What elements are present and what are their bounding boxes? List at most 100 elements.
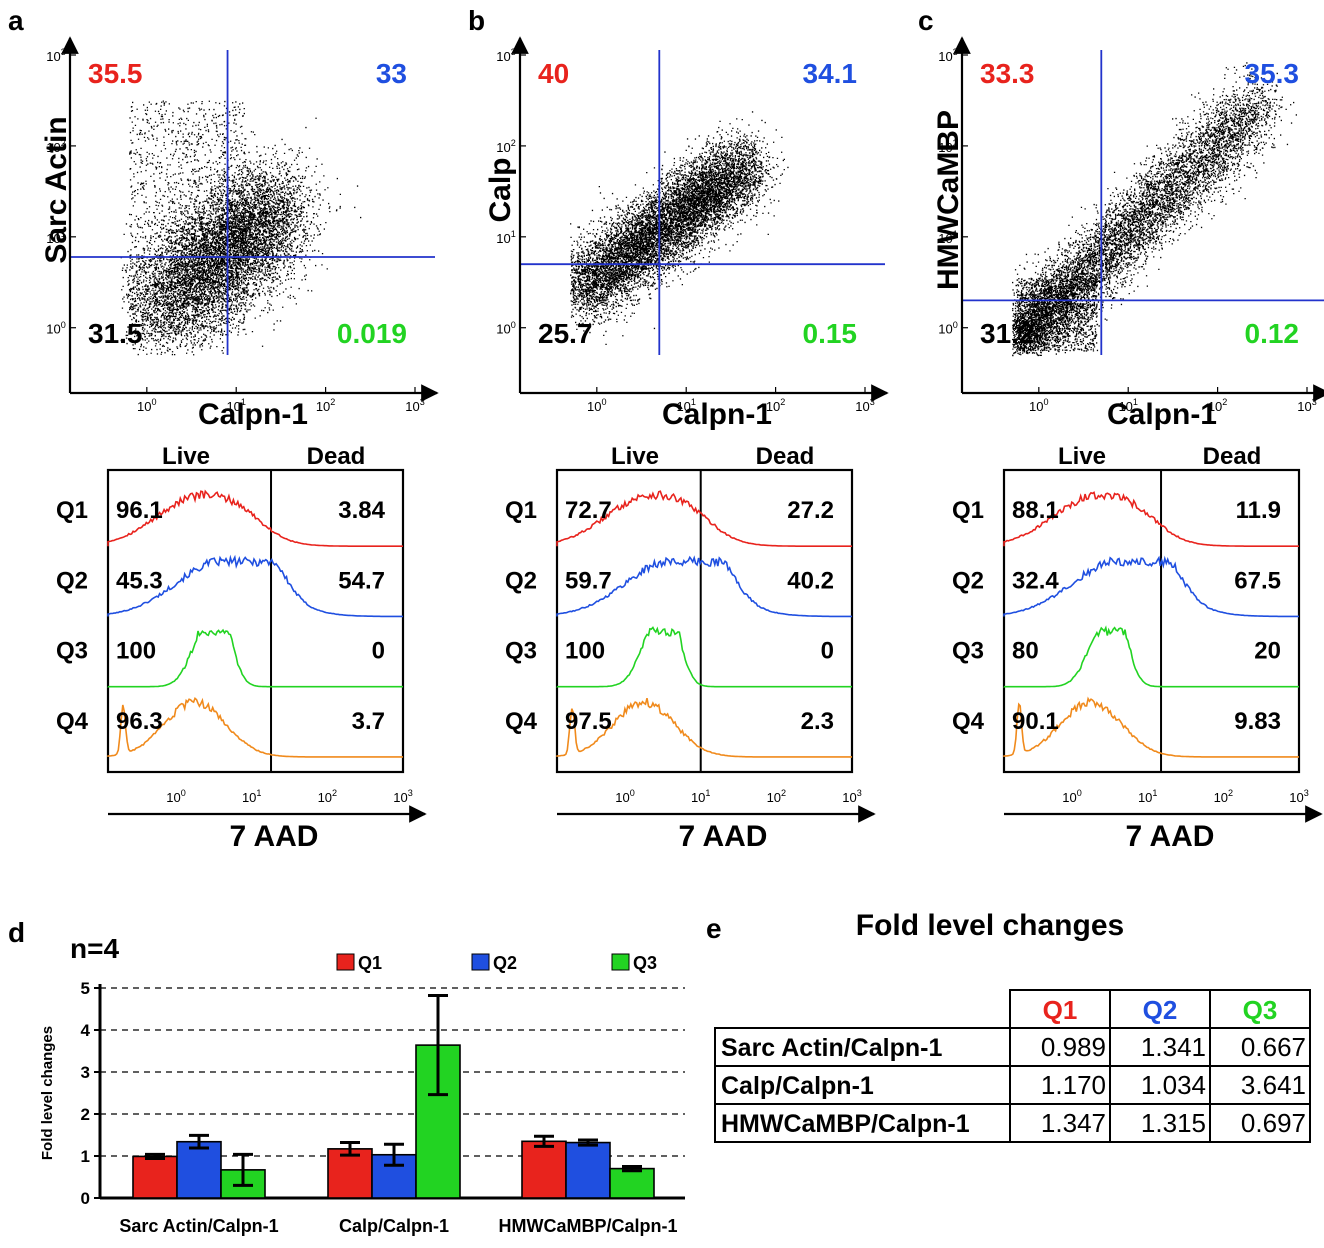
hist-curve-q4: [1003, 696, 1299, 758]
hist-x-tick-label-base: 10: [767, 790, 781, 805]
hist-row-label: Q2: [952, 567, 984, 594]
hist-x-tick-label-base: 10: [842, 790, 856, 805]
hist-dead-value: 27.2: [787, 497, 834, 524]
scatter-xlabel-c: Calpn-1: [1107, 398, 1217, 431]
table-value-cell: [1209, 1103, 1311, 1143]
x-tick-label-exp: 2: [780, 397, 785, 407]
bar-chart-annotation: n=4: [70, 933, 119, 964]
x-tick-label-exp: 1: [1133, 397, 1138, 407]
y-tick-label: 4: [81, 1021, 91, 1040]
y-tick-label-exp: 2: [511, 138, 516, 148]
x-tick-label-base: 10: [226, 399, 240, 414]
hist-live-value: 97.5: [565, 708, 612, 735]
table-value: 1.341: [1141, 1032, 1206, 1062]
quadrant-ll-value: 25.7: [538, 318, 593, 349]
y-tick-label-exp: 2: [953, 138, 958, 148]
scatter-ylabel-c: HMWCaMBP: [932, 110, 965, 290]
hist-x-tick-label-exp: 0: [630, 788, 635, 798]
quadrant-ur-value: 33: [376, 58, 407, 89]
x-tick-label: 101: [226, 397, 246, 414]
hist-dead-value: 20: [1254, 638, 1281, 665]
hist-x-tick-label: 102: [318, 788, 338, 805]
hist-curve-q4: [107, 696, 403, 758]
hist-row-label: Q1: [952, 497, 984, 524]
hist-dead-value: 67.5: [1234, 567, 1281, 594]
quadrant-lr-value: 0.15: [803, 318, 858, 349]
x-tick-label-exp: 3: [1312, 397, 1317, 407]
hist-x-tick-label-exp: 2: [781, 788, 786, 798]
hist-curve-q3: [107, 628, 403, 688]
panel-letter-a: a: [8, 5, 24, 36]
y-tick-label-base: 10: [496, 231, 510, 246]
table-value: 0.989: [1041, 1032, 1106, 1062]
quadrant-ul-value: 35.5: [88, 58, 143, 89]
hist-dead-value: 9.83: [1234, 708, 1281, 735]
hist-live-value: 80: [1012, 638, 1039, 665]
hist-xlabel: 7 AAD: [1126, 820, 1215, 853]
quadrant-ul-value: 33.3: [980, 58, 1035, 89]
y-tick-label: 102: [496, 138, 516, 155]
y-tick-label: 101: [938, 229, 958, 246]
x-tick-label-base: 10: [676, 399, 690, 414]
live-label: Live: [162, 443, 210, 470]
y-tick-label-base: 10: [938, 49, 952, 64]
hist-x-tick-label: 101: [1138, 788, 1158, 805]
legend-swatch-q3: [611, 953, 630, 971]
hist-live-value: 88.1: [1012, 497, 1059, 524]
bar-q1: [327, 1148, 373, 1199]
bar-q1: [132, 1155, 178, 1199]
y-tick-label-exp: 1: [61, 229, 66, 239]
hist-dead-value: 0: [821, 638, 834, 665]
x-tick-label-base: 10: [1029, 399, 1043, 414]
hist-x-tick-label-base: 10: [1289, 790, 1303, 805]
hist-x-tick-label-exp: 1: [256, 788, 261, 798]
hist-x-tick-label-exp: 2: [332, 788, 337, 798]
legend-label-q2: Q2: [493, 953, 517, 973]
hist-dead-value: 40.2: [787, 567, 834, 594]
x-tick-label: 100: [1029, 397, 1049, 414]
hist-curve-q3: [1003, 625, 1299, 688]
hist-live-value: 100: [116, 638, 156, 665]
category-label: Sarc Actin/Calpn-1: [119, 1216, 278, 1236]
x-tick-label: 102: [1208, 397, 1228, 414]
y-tick-label-base: 10: [496, 140, 510, 155]
x-tick-label-base: 10: [587, 399, 601, 414]
y-tick-label-base: 10: [938, 231, 952, 246]
hist-x-tick-label: 103: [393, 788, 413, 805]
hist-live-value: 32.4: [1012, 567, 1059, 594]
y-tick-label: 100: [496, 320, 516, 337]
y-tick-label-base: 10: [496, 322, 510, 337]
hist-x-tick-label-base: 10: [318, 790, 332, 805]
table-row-label: HMWCaMBP/Calpn-1: [721, 1110, 970, 1138]
x-tick-label: 102: [316, 397, 336, 414]
hist-x-tick-label-exp: 1: [705, 788, 710, 798]
hist-dead-value: 11.9: [1236, 497, 1281, 524]
x-tick-label-base: 10: [855, 399, 869, 414]
hist-row-label: Q1: [56, 497, 88, 524]
y-tick-label: 103: [46, 47, 66, 64]
y-tick-label: 103: [496, 47, 516, 64]
x-tick-label: 101: [676, 397, 696, 414]
y-tick-label-base: 10: [938, 140, 952, 155]
fold-table: Q1 Q2 Q3 Sarc Actin/Calpn-1 0.989 1.341 0.667 C…: [714, 989, 1311, 1143]
live-label: Live: [1058, 443, 1106, 470]
bar-chart-ylabel: Fold level changes: [39, 1026, 56, 1160]
hist-x-tick-label-base: 10: [1062, 790, 1076, 805]
x-tick-label-base: 10: [1118, 399, 1132, 414]
quadrant-ll-value: 31.5: [88, 318, 143, 349]
table-value: 1.034: [1141, 1070, 1206, 1100]
x-tick-label-exp: 0: [602, 397, 607, 407]
hist-row-label: Q3: [505, 638, 537, 665]
hist-x-tick-label-base: 10: [1214, 790, 1228, 805]
x-tick-label: 101: [1118, 397, 1138, 414]
hist-x-tick-label: 100: [1062, 788, 1082, 805]
x-tick-label-base: 10: [405, 399, 419, 414]
x-tick-label: 103: [1297, 397, 1317, 414]
table-value: 1.170: [1041, 1070, 1106, 1100]
hist-curve-q4: [556, 698, 852, 758]
scatter-points: [1012, 62, 1297, 357]
bar-q1: [521, 1140, 567, 1199]
hist-x-tick-label: 101: [691, 788, 711, 805]
